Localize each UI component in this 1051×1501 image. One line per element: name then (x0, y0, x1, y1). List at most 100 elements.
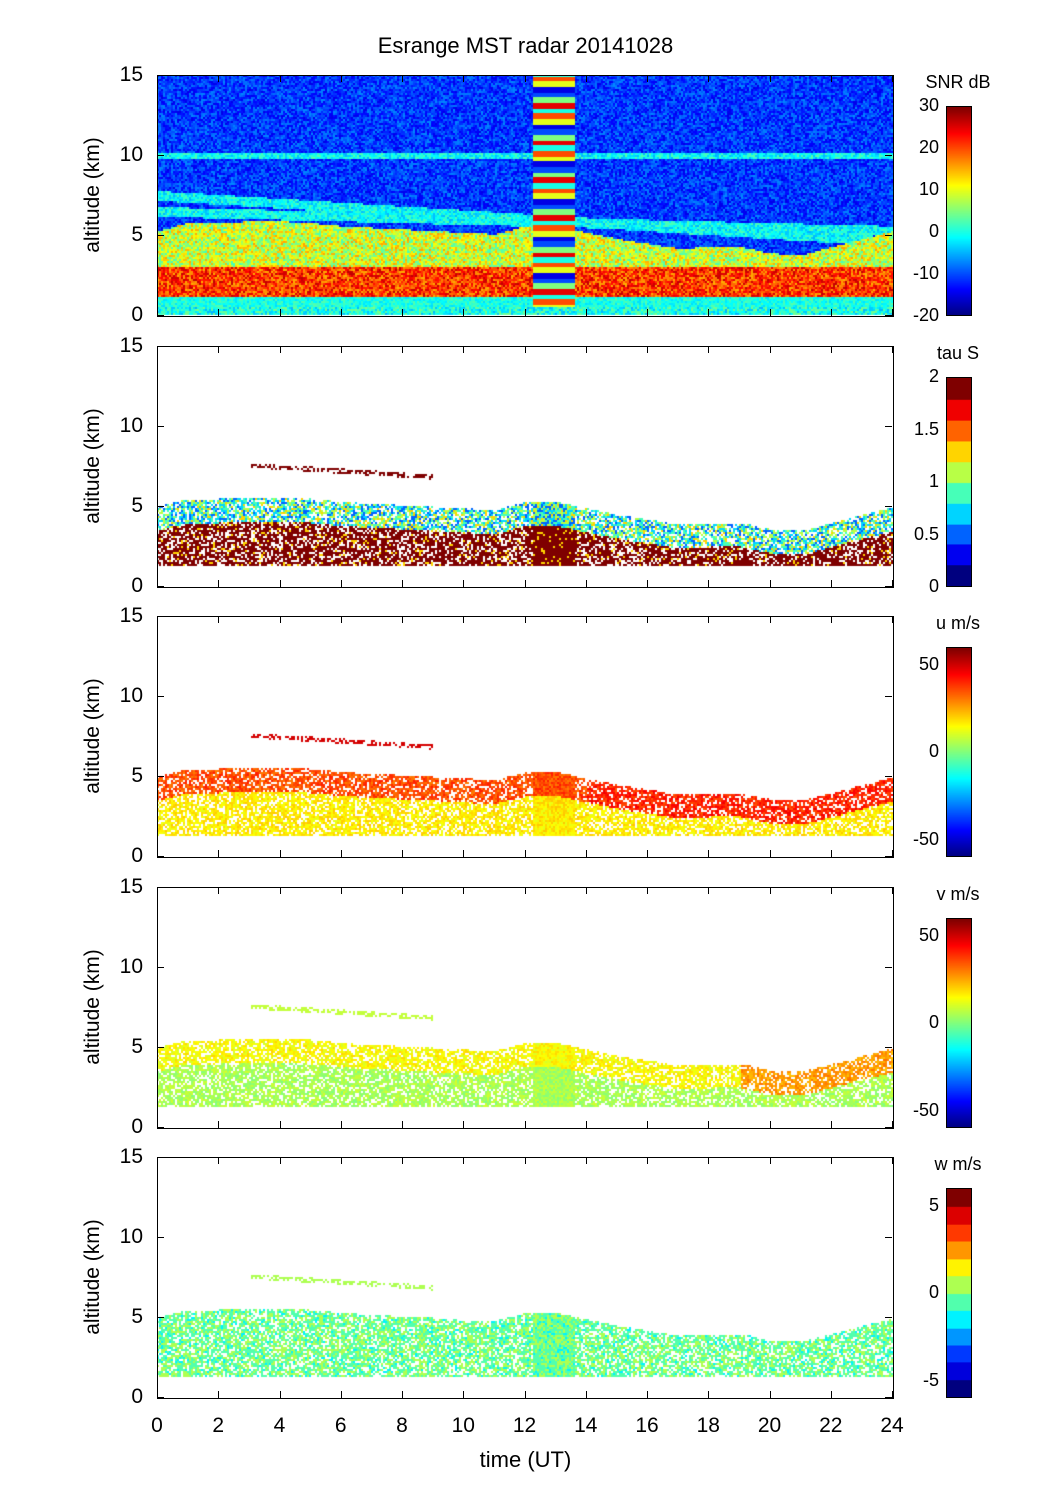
x-tick-label: 20 (757, 1414, 782, 1437)
x-tick-mark (524, 1121, 526, 1128)
heatmap-tau (157, 346, 893, 587)
x-tick-mark-top (585, 887, 587, 894)
y-tick-label: 0 (131, 1385, 143, 1408)
x-tick-mark-top (708, 75, 710, 82)
x-tick-mark (463, 309, 465, 316)
y-tick-mark-right (885, 235, 892, 236)
x-tick-mark-top (647, 887, 648, 894)
y-tick-mark (157, 155, 164, 156)
x-tick-mark-top (402, 346, 403, 353)
x-tick-mark (218, 309, 220, 316)
x-tick-mark (708, 850, 710, 857)
y-tick-mark (157, 967, 164, 968)
x-tick-mark (769, 1121, 771, 1128)
y-axis-label: altitude (km) (81, 678, 104, 794)
x-tick-mark-top (769, 616, 771, 623)
x-tick-mark-top (830, 887, 832, 894)
colorbar-w (946, 1188, 972, 1398)
x-tick-mark (769, 1391, 771, 1398)
x-tick-mark (157, 309, 158, 316)
x-tick-mark (524, 309, 526, 316)
colorbar-tau (946, 377, 972, 587)
x-tick-mark (402, 309, 403, 316)
y-tick-mark (157, 616, 164, 617)
colorbar-tick-label: 0 (928, 221, 939, 241)
x-tick-mark (892, 1121, 893, 1128)
y-tick-label: 15 (119, 63, 143, 86)
y-tick-mark (157, 315, 164, 316)
x-tick-mark (402, 580, 403, 587)
x-tick-mark (463, 1391, 465, 1398)
colorbar-tick-label: 0 (928, 576, 939, 596)
x-tick-mark (157, 580, 158, 587)
x-tick-mark (340, 580, 342, 587)
x-tick-label: 10 (451, 1414, 475, 1437)
x-tick-mark (402, 850, 403, 857)
panel-v (157, 887, 894, 1129)
y-axis-label: altitude (km) (81, 137, 104, 253)
x-tick-mark-top (708, 616, 710, 623)
x-tick-mark (647, 580, 648, 587)
x-tick-mark-top (585, 1157, 587, 1164)
x-tick-mark-top (892, 1157, 893, 1164)
colorbar-tick-label: 10 (918, 179, 939, 199)
x-tick-mark (218, 580, 220, 587)
x-tick-mark-top (769, 75, 771, 82)
colorbar-label: SNR dB (925, 72, 991, 92)
y-tick-label: 5 (131, 223, 143, 246)
x-tick-mark-top (402, 1157, 403, 1164)
y-tick-mark-right (885, 506, 892, 507)
x-tick-mark-top (279, 616, 281, 623)
x-tick-mark-top (218, 75, 220, 82)
x-tick-label: 18 (696, 1414, 720, 1437)
x-tick-mark (830, 309, 832, 316)
panel-u (157, 616, 894, 858)
x-tick-mark-top (647, 616, 648, 623)
y-tick-label: 10 (119, 684, 143, 707)
x-tick-mark (524, 580, 526, 587)
x-tick-mark-top (157, 346, 158, 353)
x-tick-mark-top (463, 887, 465, 894)
x-tick-mark (157, 1121, 158, 1128)
y-tick-mark-right (885, 1047, 892, 1048)
x-tick-mark-top (585, 616, 587, 623)
x-tick-mark (524, 850, 526, 857)
y-tick-label: 15 (119, 1145, 143, 1168)
panel-snr (157, 75, 894, 317)
x-tick-mark (463, 1121, 465, 1128)
colorbar-tick-label: 0 (928, 1012, 939, 1032)
colorbar-tick-label: 1.5 (913, 418, 939, 439)
colorbar-tick-label: 50 (918, 924, 939, 945)
x-tick-mark-top (157, 1157, 158, 1164)
x-tick-mark (340, 1391, 342, 1398)
x-tick-mark (402, 1391, 403, 1398)
x-tick-mark-top (463, 616, 465, 623)
x-tick-label: 12 (512, 1414, 537, 1437)
y-tick-label: 15 (119, 604, 143, 627)
colorbar-label: tau S (936, 343, 980, 363)
x-tick-mark-top (279, 1157, 281, 1164)
y-tick-mark (157, 426, 164, 427)
x-tick-mark-top (524, 1157, 526, 1164)
y-tick-mark-right (885, 1397, 892, 1398)
x-tick-mark-top (279, 346, 281, 353)
colorbar-tick-label: -50 (912, 1099, 939, 1120)
x-tick-mark-top (157, 616, 158, 623)
heatmap-w (157, 1157, 893, 1398)
colorbar-tick-label: 20 (918, 137, 939, 157)
x-tick-mark-top (402, 75, 403, 82)
y-tick-mark (157, 1047, 164, 1048)
x-tick-mark-top (463, 346, 465, 353)
x-tick-mark (585, 580, 587, 587)
x-tick-mark (830, 580, 832, 587)
y-tick-mark-right (885, 967, 892, 968)
x-tick-label: 0 (151, 1414, 163, 1437)
y-tick-label: 10 (119, 414, 143, 437)
x-tick-mark-top (340, 1157, 342, 1164)
x-tick-label: 14 (574, 1414, 598, 1437)
y-tick-label: 0 (131, 1115, 143, 1138)
x-tick-mark (279, 850, 281, 857)
x-tick-mark (892, 1391, 893, 1398)
y-tick-label: 10 (119, 1225, 143, 1248)
y-tick-label: 5 (131, 764, 143, 787)
